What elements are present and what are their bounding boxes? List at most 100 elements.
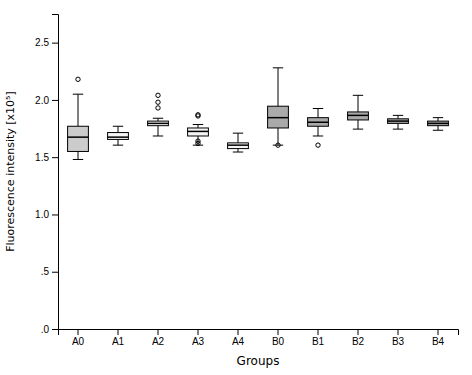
- cap-low: [233, 152, 243, 153]
- plot: .0.51.01.52.02.5A0A1A2A3A4B0B1B2B3B4: [35, 15, 458, 348]
- median: [308, 121, 329, 123]
- x-axis-title: Groups: [237, 354, 280, 368]
- y-tick-label: 2.0: [35, 95, 49, 106]
- x-tick-mark: [358, 329, 359, 335]
- box: [68, 126, 89, 151]
- cap-low: [353, 129, 363, 130]
- whisker-high: [198, 125, 199, 128]
- x-tick-label: B1: [312, 336, 325, 347]
- cap-high: [73, 94, 83, 95]
- median: [348, 115, 369, 117]
- cap-high: [353, 95, 363, 96]
- x-tick: A2: [152, 329, 165, 347]
- flier: [76, 77, 80, 81]
- box: [308, 118, 329, 127]
- y-axis-title: Fluorescence intensity [x10⁵]: [4, 91, 17, 252]
- x-tick: B0: [272, 329, 285, 347]
- cap-low: [273, 145, 283, 146]
- median: [188, 131, 209, 133]
- x-tick-mark: [278, 329, 279, 335]
- median: [108, 136, 129, 138]
- whisker-high: [398, 115, 399, 118]
- box-group: [228, 133, 249, 152]
- y-tick-mark: [52, 329, 58, 330]
- whisker-low: [78, 151, 79, 159]
- x-tick: B2: [352, 329, 365, 347]
- whisker-high: [318, 109, 319, 118]
- y-tick-mark: [52, 272, 58, 273]
- median: [68, 136, 89, 138]
- whisker-high: [78, 94, 79, 126]
- y-axis: .0.51.01.52.02.5: [35, 15, 58, 335]
- y-tick-mark: [52, 100, 58, 101]
- box: [268, 106, 289, 128]
- y-tick: 2.0: [35, 95, 58, 106]
- whisker-low: [118, 139, 119, 145]
- x-tick: A0: [72, 329, 85, 347]
- box-group: [428, 118, 449, 131]
- x-tick: A1: [112, 329, 125, 347]
- whisker-high: [438, 118, 439, 121]
- box: [108, 133, 129, 140]
- cap-low: [73, 159, 83, 160]
- cap-high: [313, 108, 323, 109]
- x-tick-mark: [158, 329, 159, 335]
- x-tick-label: B4: [432, 336, 445, 347]
- whisker-low: [438, 126, 439, 131]
- x-tick: A4: [232, 329, 245, 347]
- y-tick: .0: [41, 324, 58, 335]
- x-tick-mark: [318, 329, 319, 335]
- x-tick-label: B0: [272, 336, 285, 347]
- flier: [196, 113, 200, 117]
- boxes: [68, 68, 449, 160]
- box: [148, 121, 169, 126]
- cap-low: [153, 135, 163, 136]
- cap-low: [313, 135, 323, 136]
- whisker-high: [358, 95, 359, 112]
- x-tick-label: B3: [392, 336, 405, 347]
- whisker-high: [118, 126, 119, 132]
- whisker-low: [238, 149, 239, 152]
- flier: [156, 106, 160, 110]
- median: [228, 144, 249, 146]
- x-tick-mark: [438, 329, 439, 335]
- y-tick-mark: [52, 157, 58, 158]
- whisker-low: [358, 120, 359, 129]
- x-tick: B1: [312, 329, 325, 347]
- x-tick-label: A4: [232, 336, 245, 347]
- y-tick-mark: [52, 214, 58, 215]
- box: [348, 112, 369, 120]
- box-group: [188, 113, 209, 146]
- x-tick-label: A1: [112, 336, 125, 347]
- chart: .0.51.01.52.02.5A0A1A2A3A4B0B1B2B3B4Grou…: [0, 0, 472, 375]
- y-tick: 1.5: [35, 152, 58, 163]
- box-group: [268, 68, 289, 148]
- cap-low: [113, 145, 123, 146]
- median: [428, 123, 449, 125]
- whisker-low: [318, 126, 319, 136]
- box: [388, 119, 409, 124]
- x-tick-mark: [198, 329, 199, 335]
- box-group: [348, 95, 369, 129]
- x-tick-mark: [78, 329, 79, 335]
- whisker-high: [238, 133, 239, 143]
- flier: [316, 143, 320, 147]
- flier: [276, 143, 280, 147]
- cap-high: [393, 115, 403, 116]
- x-axis-line: [59, 330, 459, 336]
- x-tick-label: B2: [352, 336, 365, 347]
- median: [388, 120, 409, 122]
- cap-high: [233, 133, 243, 134]
- y-tick-label: 2.5: [35, 37, 49, 48]
- box-group: [108, 126, 129, 145]
- flier: [156, 100, 160, 104]
- median: [148, 123, 169, 125]
- box-group: [388, 115, 409, 129]
- x-tick-label: A0: [72, 336, 85, 347]
- box: [188, 128, 209, 136]
- y-tick-label: 1.0: [35, 209, 49, 220]
- box-group: [308, 109, 329, 148]
- cap-high: [153, 118, 163, 119]
- x-tick-label: A2: [152, 336, 165, 347]
- y-tick: 1.0: [35, 209, 58, 220]
